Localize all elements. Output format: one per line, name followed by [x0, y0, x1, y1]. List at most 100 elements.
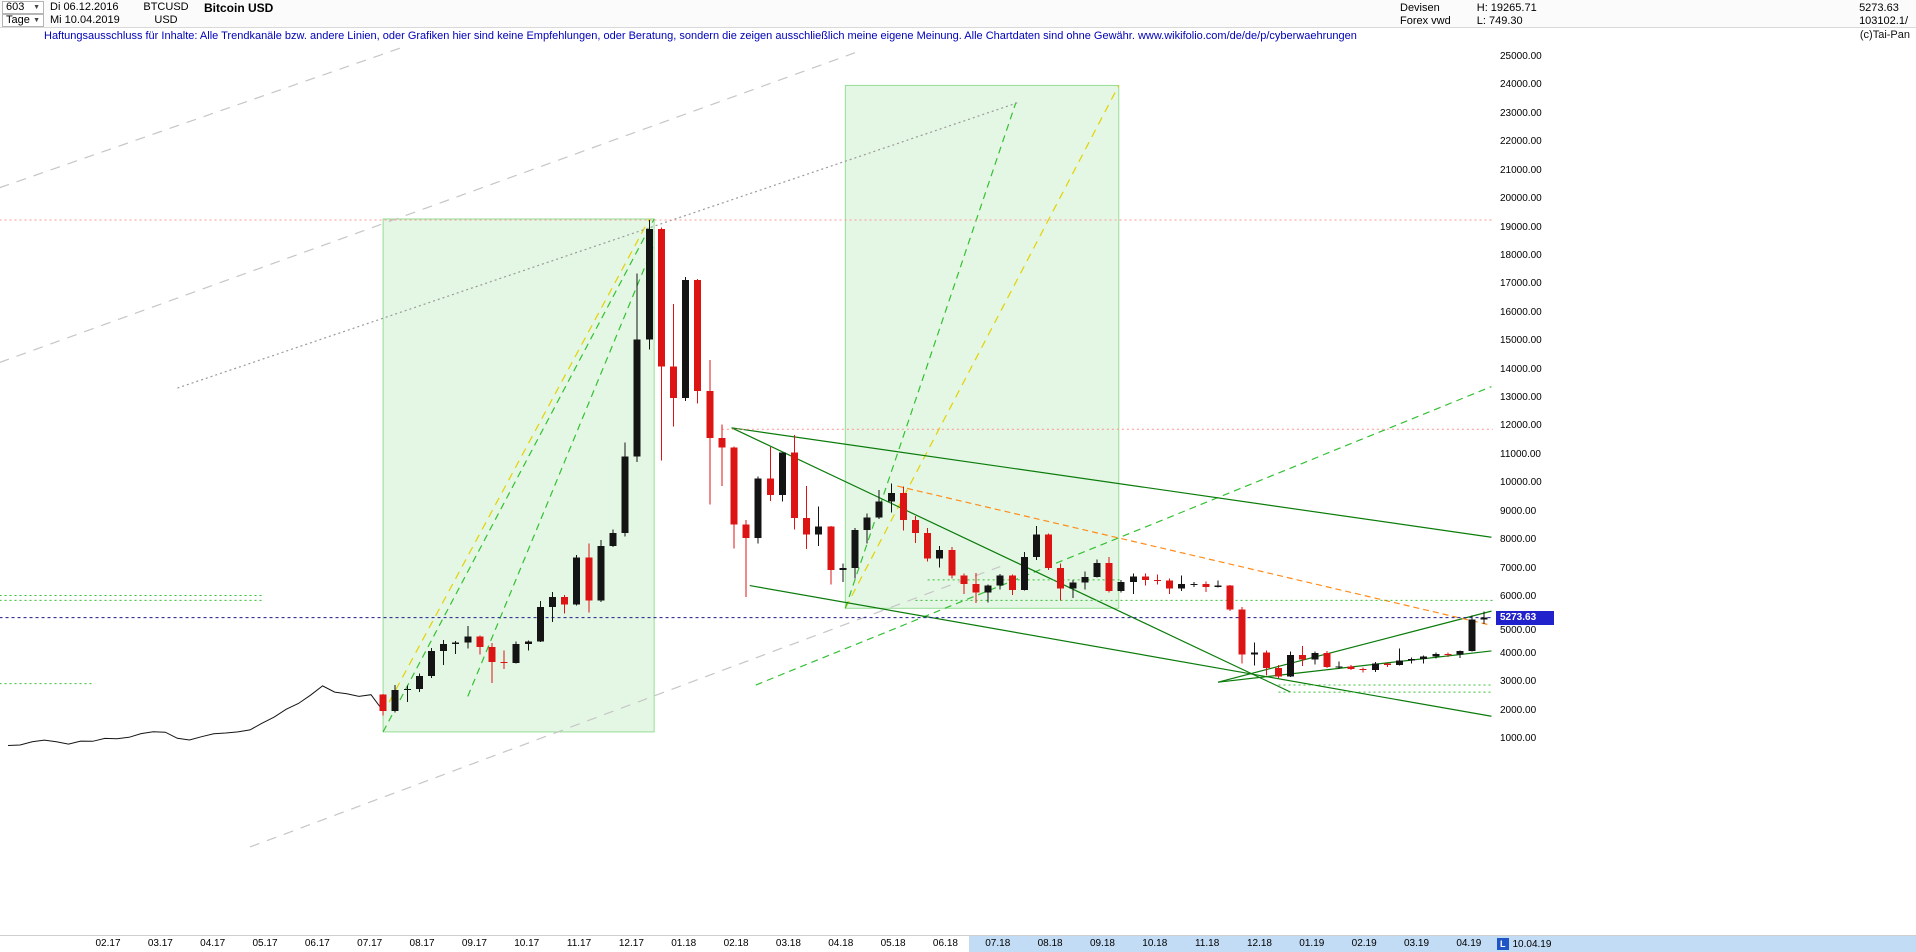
y-axis-label: 8000.00	[1500, 534, 1537, 546]
x-axis-label: 08.17	[409, 938, 435, 949]
y-axis-label: 5000.00	[1500, 624, 1537, 636]
y-axis-label: 14000.00	[1500, 363, 1542, 375]
candle-up	[851, 530, 859, 568]
candle-down	[1383, 663, 1391, 666]
candle-down	[1154, 579, 1161, 581]
y-axis-label: 2000.00	[1500, 704, 1537, 716]
candle-down	[585, 557, 593, 601]
y-axis-label: 7000.00	[1500, 562, 1537, 574]
y-axis-label: 17000.00	[1500, 278, 1542, 290]
candle-up	[1214, 585, 1222, 587]
y-axis-label: 19000.00	[1500, 221, 1542, 233]
candle-up	[754, 478, 762, 539]
x-axis-label: 05.18	[880, 938, 906, 949]
y-axis-label: 22000.00	[1500, 136, 1542, 148]
candle-up	[1371, 663, 1379, 671]
trend-line-gray	[0, 45, 408, 189]
candlestick-series	[379, 219, 1488, 716]
y-axis-label: 21000.00	[1500, 164, 1542, 176]
trend-line-yellow	[388, 218, 650, 703]
candle-down	[718, 437, 726, 448]
candle-down	[1141, 576, 1149, 580]
candle-up	[863, 517, 871, 531]
market-label: Devisen	[1400, 2, 1440, 14]
high-low-column: H: 19265.71 L: 749.30	[1477, 1, 1537, 27]
symbol-field[interactable]: BTCUSD	[143, 1, 189, 13]
date-from-field[interactable]: Di 06.12.2016	[50, 1, 119, 13]
candle-down	[1444, 654, 1452, 656]
chart-header: 603 ▼ Tage ▼ Di 06.12.2016 Mi 10.04.2019…	[0, 0, 1916, 28]
candle-up	[936, 550, 944, 559]
candle-down	[1166, 580, 1174, 589]
candle-up	[1287, 655, 1295, 677]
trend-line-darkgreen	[749, 584, 1492, 717]
trend-line-green	[844, 102, 1017, 609]
candle-up	[391, 689, 399, 711]
trend-line-green	[382, 218, 655, 733]
y-axis-label: 24000.00	[1500, 79, 1542, 91]
x-axis-label: 11.18	[1194, 938, 1220, 949]
source-label: Forex vwd	[1400, 15, 1451, 27]
candle-down	[706, 390, 714, 438]
candle-up	[887, 493, 895, 502]
candle-up	[597, 546, 605, 601]
x-axis-label: 04.18	[828, 938, 854, 949]
x-axis-label: 03.18	[775, 938, 801, 949]
candle-up	[778, 452, 786, 495]
candle-up	[1069, 582, 1077, 589]
x-axis-label: 03.19	[1403, 938, 1430, 949]
last-price-value: 5273.63	[1859, 2, 1899, 14]
bars-count-value: 603	[6, 1, 25, 13]
candle-down	[766, 478, 774, 495]
candle-up	[1020, 557, 1028, 590]
last-date-label: 10.04.19	[1512, 938, 1552, 950]
candle-up	[1408, 659, 1416, 661]
date-to-field[interactable]: Mi 10.04.2019	[50, 14, 120, 26]
candle-down	[561, 597, 569, 605]
price-plot[interactable]	[0, 28, 1493, 935]
bars-count-dropdown[interactable]: 603 ▼	[2, 1, 44, 14]
chart-area[interactable]: Haftungsausschluss für Inhalte: Alle Tre…	[0, 28, 1916, 952]
candle-up	[996, 575, 1004, 586]
candle-down	[657, 228, 665, 367]
x-axis-label: 01.18	[671, 938, 697, 949]
y-axis-label: 11000.00	[1500, 448, 1541, 460]
y-axis-label: 9000.00	[1500, 505, 1537, 517]
currency-label: USD	[154, 14, 178, 26]
trend-line-yellow	[844, 85, 1120, 609]
candle-down	[500, 661, 508, 664]
chevron-down-icon: ▼	[33, 17, 40, 24]
x-axis-label: 09.18	[1089, 938, 1115, 949]
y-axis-label: 3000.00	[1500, 676, 1537, 688]
candle-up	[464, 636, 472, 643]
trend-line-gray	[249, 565, 1001, 848]
y-axis-label: 23000.00	[1500, 107, 1542, 119]
candle-down	[1008, 575, 1016, 590]
chart-title: Bitcoin USD	[204, 1, 274, 15]
candle-up	[1480, 617, 1488, 620]
candle-up	[1311, 653, 1319, 660]
candle-up	[875, 501, 883, 518]
candle-up	[1420, 656, 1428, 660]
candle-up	[621, 456, 629, 533]
x-axis-label: 07.17	[357, 938, 383, 949]
y-axis: 25000.00 24000.00 23000.00 22000.00 21000.00…	[1496, 28, 1562, 935]
x-axis-labels: 02.17 03.17 04.17 05.17 06.17 07.17 08.17 09.17…	[0, 936, 1916, 952]
candle-down	[972, 584, 980, 593]
candle-up	[1117, 582, 1125, 592]
price-marker: 5273.63	[1496, 610, 1554, 625]
candle-down	[742, 524, 750, 539]
x-axis-label: 12.17	[618, 938, 644, 949]
chevron-down-icon: ▼	[33, 4, 40, 11]
period-dropdown[interactable]: Tage ▼	[2, 14, 44, 27]
candle-up	[452, 642, 460, 644]
candle-up	[815, 526, 823, 535]
candle-down	[730, 447, 738, 525]
candle-up	[1250, 652, 1258, 655]
candle-up	[1033, 534, 1040, 558]
candle-down	[488, 647, 496, 662]
trend-line-graydot	[177, 101, 1019, 389]
candle-down	[1323, 653, 1331, 668]
candle-down	[1105, 562, 1113, 592]
candle-up	[415, 676, 423, 689]
